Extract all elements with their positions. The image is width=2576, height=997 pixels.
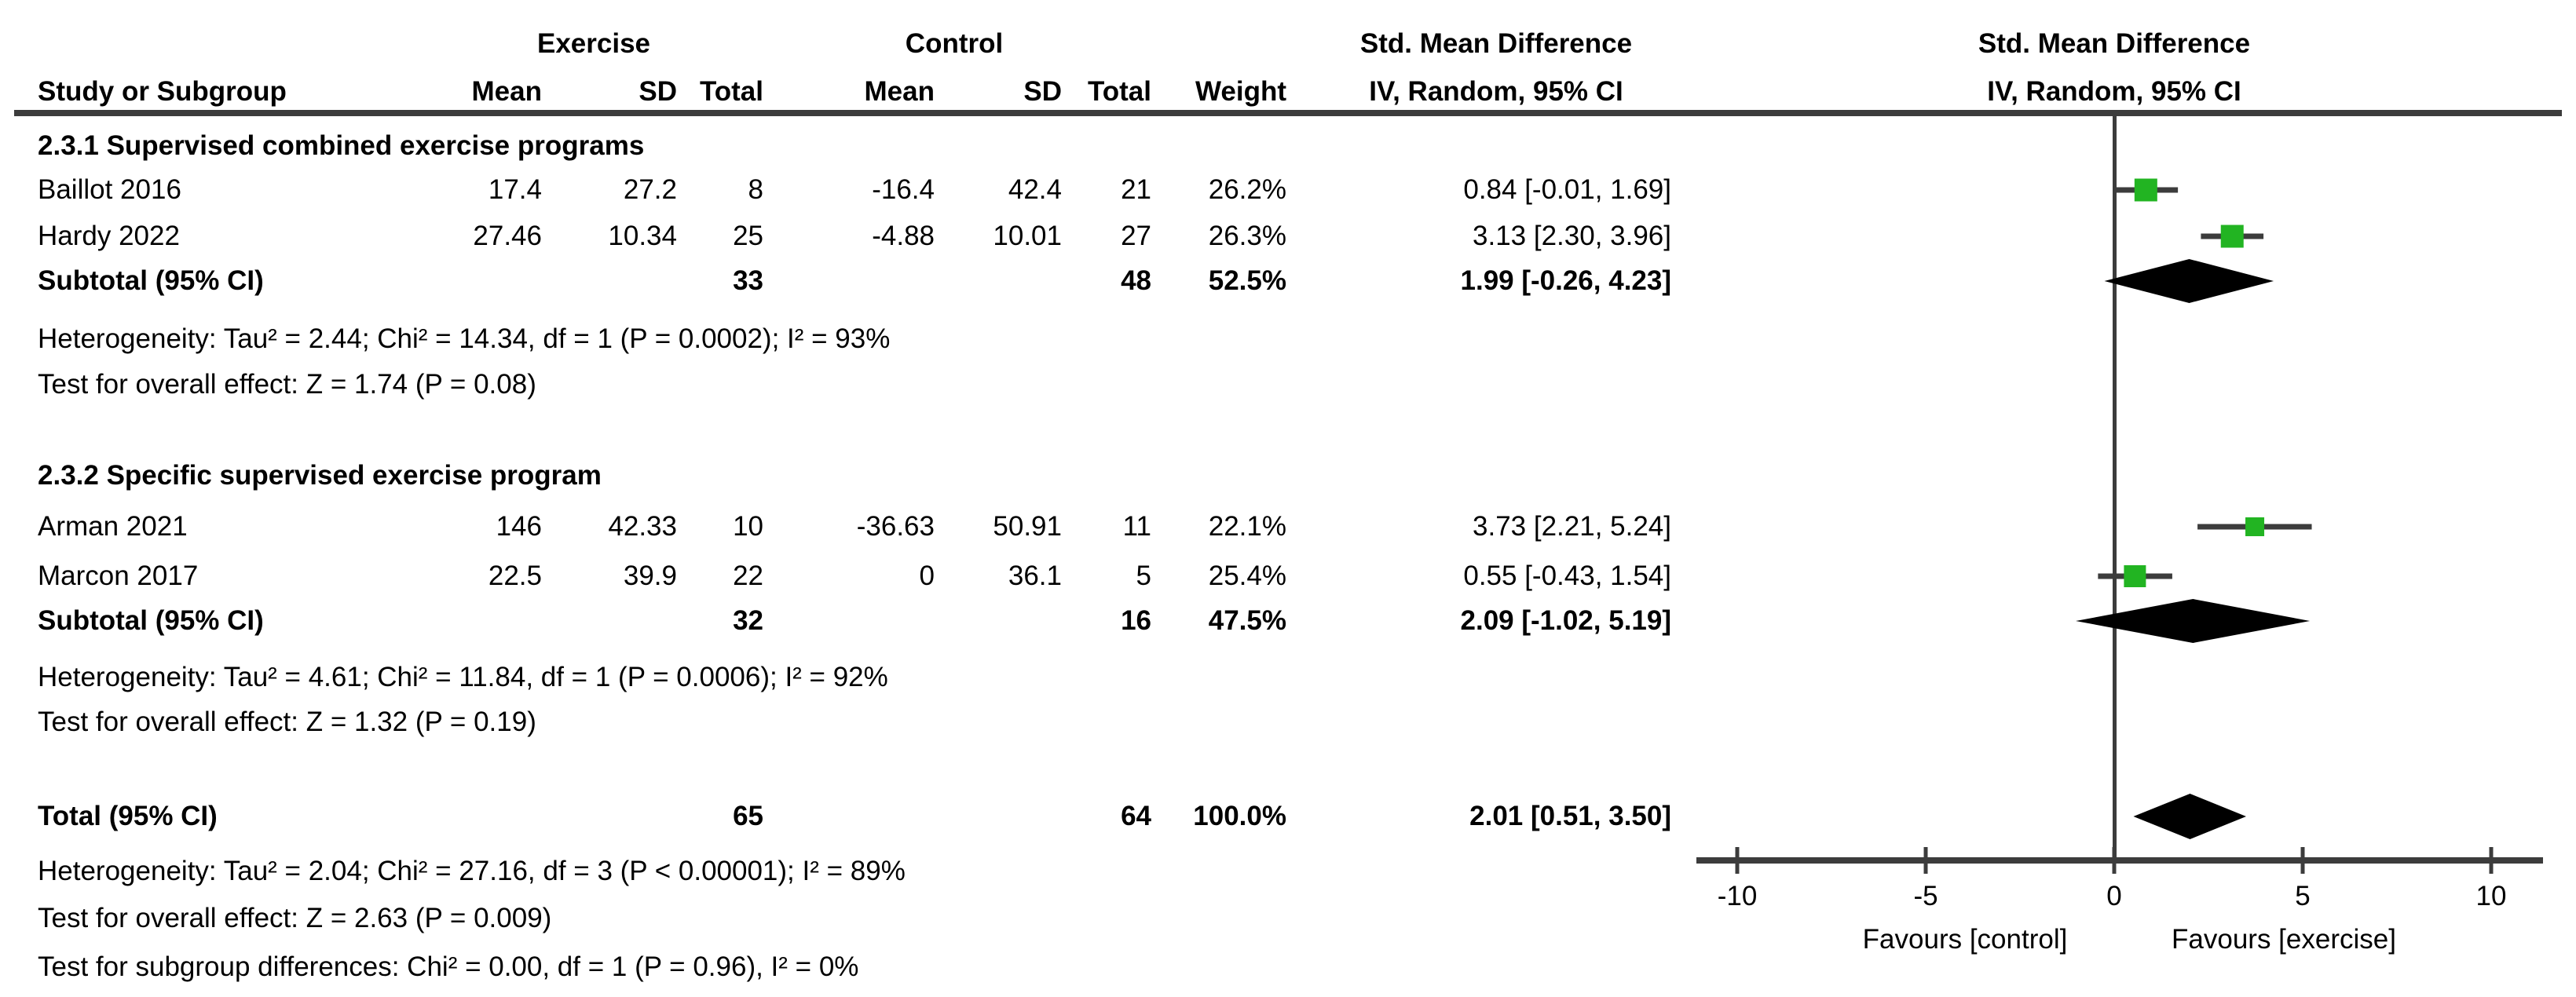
study-ci_text: 0.84 [-0.01, 1.69] <box>1463 174 1671 205</box>
subgroup-heading: 2.3.2 Specific supervised exercise progr… <box>38 460 602 491</box>
subtotal-total2: 48 <box>1121 265 1151 296</box>
column-header-exercise-sd: SD <box>639 76 677 107</box>
study-mean1: 27.46 <box>473 221 542 251</box>
effect-marker-Arman 2021 <box>2245 517 2265 536</box>
study-ci_text: 3.73 [2.21, 5.24] <box>1473 511 1671 542</box>
effect-column-header-line2: IV, Random, 95% CI <box>1369 76 1623 107</box>
study-ci_text: 0.55 [-0.43, 1.54] <box>1463 561 1671 591</box>
column-header-study: Study or Subgroup <box>38 76 287 107</box>
x-axis-tick <box>1735 847 1740 874</box>
study-sd1: 39.9 <box>623 561 677 591</box>
study-mean2: -16.4 <box>872 174 935 205</box>
total-overall-effect-line: Test for overall effect: Z = 2.63 (P = 0… <box>38 903 552 933</box>
subtotal-total2: 16 <box>1121 605 1151 636</box>
study-mean1: 22.5 <box>488 561 542 591</box>
effect-column-header-line1: Std. Mean Difference <box>1359 28 1633 59</box>
study-label: Hardy 2022 <box>38 221 180 251</box>
study-weight: 22.1% <box>1208 511 1286 542</box>
study-label: Marcon 2017 <box>38 561 199 591</box>
study-ci_text: 3.13 [2.30, 3.96] <box>1473 221 1671 251</box>
total-diamond <box>2133 794 2246 839</box>
group-header-control: Control <box>905 28 1004 59</box>
plot-header-line2: IV, Random, 95% CI <box>1987 76 2241 107</box>
overall-effect-line: Test for overall effect: Z = 1.32 (P = 0… <box>38 707 536 737</box>
heterogeneity-line: Heterogeneity: Tau² = 4.61; Chi² = 11.84… <box>38 662 888 692</box>
group-header-exercise: Exercise <box>536 28 651 59</box>
subtotal-diamond <box>2076 599 2311 643</box>
study-sd1: 10.34 <box>608 221 677 251</box>
favours-left-label: Favours [control] <box>1862 924 2068 955</box>
study-total2: 11 <box>1122 511 1151 542</box>
subtotal-weight: 47.5% <box>1208 605 1286 636</box>
x-axis-tick <box>2489 847 2494 874</box>
subtotal-ci_text: 1.99 [-0.26, 4.23] <box>1460 265 1672 296</box>
effect-marker-Baillot 2016 <box>2134 178 2157 202</box>
total-total1: 65 <box>733 801 763 831</box>
subtotal-total1: 33 <box>733 265 763 296</box>
subgroup-differences-line: Test for subgroup differences: Chi² = 0.… <box>38 951 859 982</box>
x-axis <box>1696 857 2543 864</box>
favours-right-label: Favours [exercise] <box>2172 924 2396 955</box>
study-label: Baillot 2016 <box>38 174 181 205</box>
study-weight: 25.4% <box>1208 561 1286 591</box>
x-axis-tick-label: 5 <box>2295 881 2311 911</box>
study-total2: 5 <box>1136 561 1151 591</box>
plot-header-line1: Std. Mean Difference <box>1978 28 2251 59</box>
subtotal-label: Subtotal (95% CI) <box>38 265 264 296</box>
column-header-weight: Weight <box>1195 76 1286 107</box>
x-axis-tick-label: -5 <box>1913 881 1938 911</box>
subtotal-total1: 32 <box>733 605 763 636</box>
zero-line <box>2113 113 2117 860</box>
study-mean1: 146 <box>496 511 542 542</box>
study-sd2: 50.91 <box>993 511 1062 542</box>
study-total2: 21 <box>1121 174 1151 205</box>
study-total1: 22 <box>733 561 763 591</box>
x-axis-tick <box>1923 847 1928 874</box>
study-total1: 25 <box>733 221 763 251</box>
study-sd2: 42.4 <box>1008 174 1062 205</box>
study-total2: 27 <box>1121 221 1151 251</box>
total-ci_text: 2.01 [0.51, 3.50] <box>1469 801 1671 831</box>
total-weight: 100.0% <box>1193 801 1286 831</box>
study-mean1: 17.4 <box>488 174 542 205</box>
x-axis-tick-label: 0 <box>2106 881 2122 911</box>
study-mean2: -36.63 <box>856 511 935 542</box>
study-mean2: 0 <box>919 561 935 591</box>
subgroup-heading: 2.3.1 Supervised combined exercise progr… <box>38 130 645 161</box>
total-label: Total (95% CI) <box>38 801 218 831</box>
study-mean2: -4.88 <box>872 221 935 251</box>
study-weight: 26.3% <box>1208 221 1286 251</box>
x-axis-tick-label: -10 <box>1717 881 1758 911</box>
effect-marker-Marcon 2017 <box>2124 565 2146 587</box>
x-axis-tick <box>2300 847 2305 874</box>
subtotal-diamond <box>2104 259 2274 303</box>
column-header-control-sd: SD <box>1023 76 1062 107</box>
study-sd1: 27.2 <box>623 174 677 205</box>
study-sd2: 36.1 <box>1008 561 1062 591</box>
column-header-control-mean: Mean <box>864 76 935 107</box>
effect-marker-Hardy 2022 <box>2220 225 2244 248</box>
study-total1: 10 <box>733 511 763 542</box>
study-sd1: 42.33 <box>608 511 677 542</box>
x-axis-tick <box>2112 847 2117 874</box>
study-weight: 26.2% <box>1208 174 1286 205</box>
study-total1: 8 <box>748 174 763 205</box>
column-header-control-total: Total <box>1087 76 1151 107</box>
subtotal-weight: 52.5% <box>1208 265 1286 296</box>
total-total2: 64 <box>1121 801 1151 831</box>
overall-effect-line: Test for overall effect: Z = 1.74 (P = 0… <box>38 369 536 400</box>
column-header-exercise-mean: Mean <box>471 76 542 107</box>
subtotal-ci_text: 2.09 [-1.02, 5.19] <box>1460 605 1672 636</box>
subtotal-label: Subtotal (95% CI) <box>38 605 264 636</box>
study-label: Arman 2021 <box>38 511 188 542</box>
header-divider <box>14 110 2562 116</box>
column-header-exercise-total: Total <box>699 76 763 107</box>
study-sd2: 10.01 <box>993 221 1062 251</box>
x-axis-tick-label: 10 <box>2475 881 2507 911</box>
total-heterogeneity-line: Heterogeneity: Tau² = 2.04; Chi² = 27.16… <box>38 856 906 886</box>
heterogeneity-line: Heterogeneity: Tau² = 2.44; Chi² = 14.34… <box>38 323 891 354</box>
